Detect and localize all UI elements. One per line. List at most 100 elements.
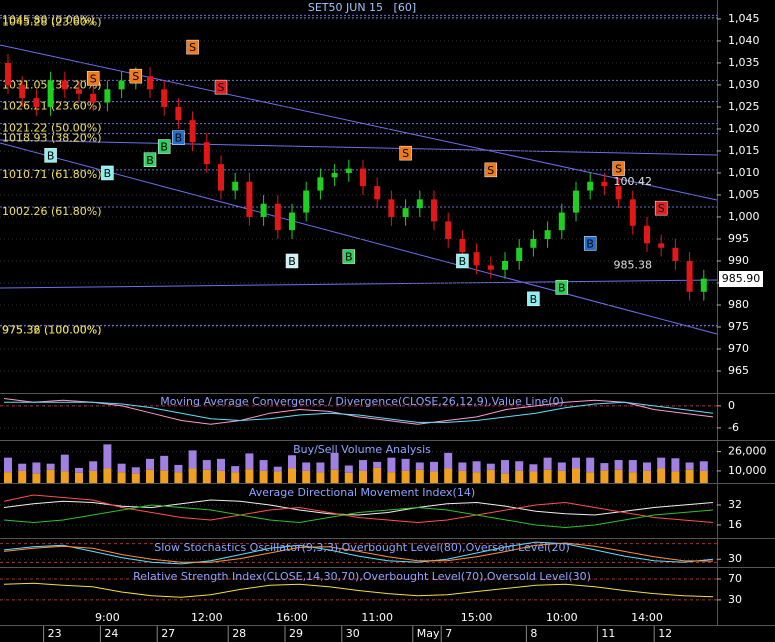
volume-bar [117, 472, 126, 483]
y-tick-label: 1,000 [728, 210, 760, 223]
volume-bar [89, 470, 98, 483]
trend-line [0, 279, 718, 289]
volume-bar [600, 463, 609, 471]
signal-label: B [586, 237, 594, 250]
candle-body [90, 93, 97, 103]
volume-bar [146, 458, 154, 470]
volume-bar [586, 457, 595, 473]
volume-bar [501, 460, 509, 474]
candle-body [104, 89, 111, 103]
y-tick-label: 10,000 [728, 464, 767, 477]
candle-body [303, 190, 310, 213]
volume-bar [543, 457, 552, 470]
signal-label: B [175, 132, 183, 145]
candle-body [502, 260, 508, 270]
volume-bar [444, 452, 453, 469]
series-line [3, 541, 714, 565]
candle-body [658, 243, 665, 248]
signal-label: S [402, 147, 409, 160]
volume-bar [671, 458, 680, 472]
volume-bar [415, 462, 424, 470]
volume-bar [316, 462, 325, 473]
signal-marker [101, 165, 114, 181]
volume-bar [217, 458, 225, 471]
candle-body [402, 208, 409, 217]
volume-bar [373, 461, 382, 468]
series-line [3, 398, 714, 425]
volume-bar [288, 455, 296, 469]
candle-body [274, 203, 281, 231]
trend-line [0, 139, 718, 156]
volume-bar [259, 470, 268, 483]
volume-bar [657, 457, 666, 469]
candle-body [317, 177, 324, 191]
frame [0, 0, 775, 626]
x-date-label: 7 [445, 627, 452, 640]
fib-label: 975.36 (100.00%) [2, 323, 102, 336]
y-tick-label: 995 [728, 232, 749, 245]
volume-bar [472, 472, 481, 483]
candle-body [232, 181, 239, 191]
y-tick-label: 1,045 [728, 12, 760, 25]
signal-marker [342, 249, 356, 264]
signal-label: B [558, 281, 566, 294]
signal-marker [186, 39, 199, 55]
volume-bar [699, 470, 708, 483]
volume-bar [614, 460, 623, 470]
signal-marker [612, 161, 625, 176]
volume-bar [245, 453, 254, 470]
panel-title: Relative Strength Index(CLOSE,14,30,70),… [133, 570, 591, 583]
volume-bar [373, 467, 382, 483]
signal-label: B [459, 255, 467, 268]
volume-bar [316, 472, 325, 483]
candle-body [360, 168, 366, 187]
volume-bar [685, 462, 694, 470]
candle-body [118, 80, 125, 90]
volume-bar [557, 462, 566, 471]
signal-label: S [658, 202, 665, 215]
volume-bar [444, 468, 453, 483]
volume-bar [529, 471, 538, 483]
candle-body [76, 89, 82, 94]
signal-label: S [218, 81, 225, 94]
candle-body [33, 98, 40, 107]
x-date-label: 29 [289, 627, 303, 640]
x-date-label: 8 [530, 627, 537, 640]
fib-label: 1002.26 (61.80%) [2, 205, 102, 218]
fib-label: 975.32 (100.00%) [2, 324, 102, 337]
volume-bar [344, 465, 353, 473]
candle-body [615, 186, 622, 200]
x-date-label: 23 [48, 627, 62, 640]
volume-bar [231, 472, 240, 483]
candle-body [686, 260, 693, 292]
volume-bar [330, 452, 339, 470]
x-date-label: 12 [658, 627, 672, 640]
panel-title: Slow Stochastics Oscillator(9,3,3),Overb… [154, 541, 570, 554]
signal-marker [44, 148, 57, 163]
signal-marker [484, 162, 498, 178]
x-tick-label: 10:00 [546, 611, 578, 624]
volume-bar [18, 470, 27, 483]
volume-bar [217, 470, 225, 483]
candle-body [672, 247, 679, 261]
last-price-label: 985.90 [722, 272, 761, 285]
series-line [3, 504, 714, 529]
y-tick-label: 0 [728, 399, 735, 412]
volume-bar [103, 444, 112, 469]
series-line [4, 401, 714, 423]
candle-body [530, 238, 537, 248]
volume-bar [75, 472, 83, 483]
volume-bar [32, 473, 41, 483]
signal-marker [129, 68, 143, 84]
signal-marker [143, 152, 157, 168]
volume-bar [586, 472, 595, 483]
x-tick-label: 11:00 [361, 611, 393, 624]
volume-bar [472, 461, 481, 473]
volume-bar [202, 469, 211, 483]
candle-body [516, 247, 523, 261]
volume-bar [643, 470, 651, 483]
candle-body [203, 142, 210, 165]
chart-title: SET50 JUN 15 [60] [308, 1, 416, 14]
y-tick-label: 975 [728, 320, 749, 333]
candle-body [218, 164, 224, 191]
